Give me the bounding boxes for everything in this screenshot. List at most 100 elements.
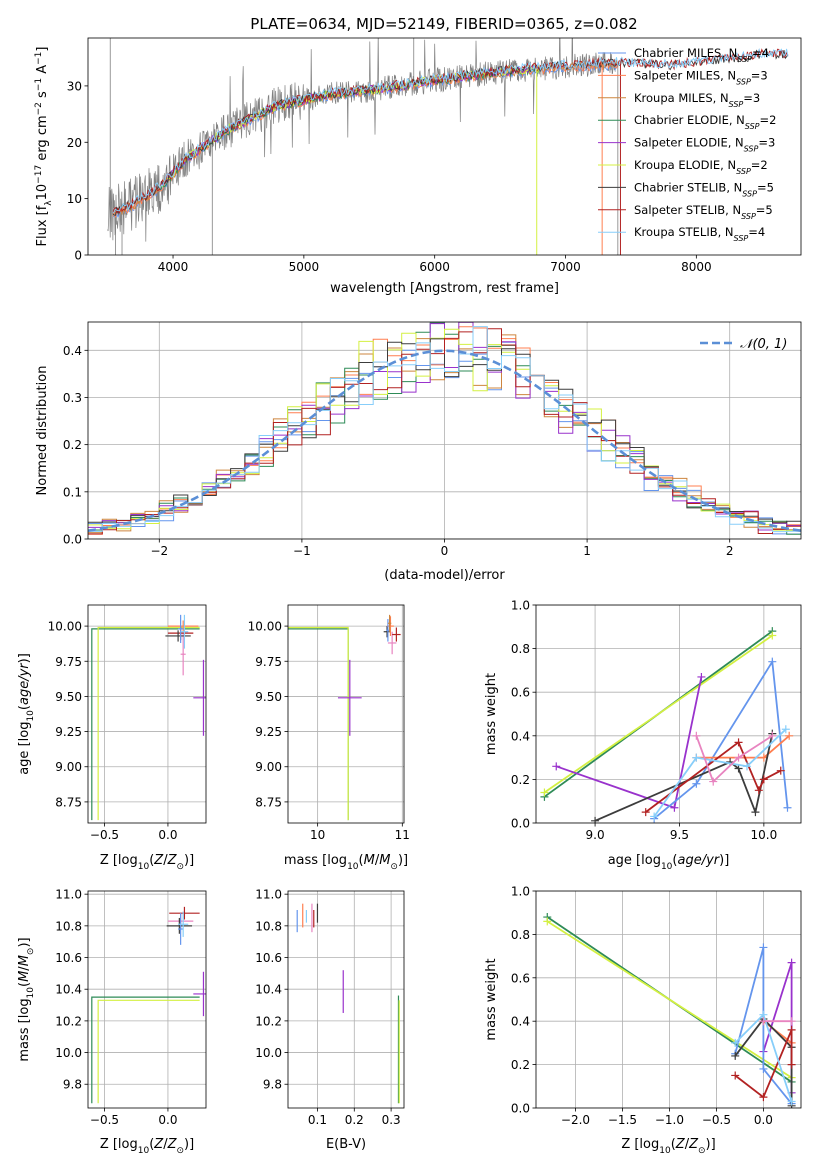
y-tick-label: 0.3	[63, 391, 82, 405]
axes-frame	[87, 37, 802, 256]
weight-marker	[759, 775, 768, 784]
x-tick-label: 0.1	[308, 1113, 327, 1127]
legend-name: Kroupa MILES, N	[634, 91, 729, 105]
x-tick-label: 7000	[550, 260, 581, 274]
weight-marker	[543, 917, 552, 926]
elodie-range	[91, 628, 200, 821]
label-part: /	[375, 853, 380, 868]
y-tick-label: 9.50	[55, 690, 82, 704]
legend-sub: SSP	[745, 122, 760, 131]
x-tick-label: −0.5	[90, 828, 119, 842]
x-tick-label: 1	[583, 544, 591, 558]
panel-massweight_vs_age: 9.0 9.5 10.0 0.0 0.2 0.4 0.6 0.8 1.0 age [log10(a…	[484, 599, 802, 872]
axes-frame	[87, 890, 207, 1109]
weight-marker	[776, 766, 785, 775]
weight-line-kroupa_stelib	[653, 728, 787, 818]
label-part: 10	[138, 862, 150, 872]
label-part: Z	[153, 1137, 164, 1152]
legend-label: Kroupa STELIB, NSSP=4	[634, 225, 765, 243]
x-tick-label: −1.0	[655, 1113, 684, 1127]
y-tick-label: 0.2	[63, 438, 82, 452]
y-tick-label: 1.0	[511, 599, 530, 613]
legend-label: Chabrier STELIB, NSSP=5	[634, 180, 774, 198]
label-part: Z	[688, 1137, 699, 1152]
model-spectrum-kroupa_stelib	[112, 47, 789, 214]
x-tick-label: 0.0	[158, 828, 177, 842]
legend-name: Kroupa ELODIE, N	[634, 158, 736, 172]
y-tick-label: 1.0	[511, 885, 530, 899]
weight-marker	[759, 1093, 768, 1102]
y-tick-label: 9.50	[255, 690, 282, 704]
label-part: ]	[35, 47, 50, 52]
x-axis-label: E(B-V)	[326, 1137, 366, 1152]
label-part: age/yr	[17, 662, 32, 705]
label-part: )]	[706, 1137, 716, 1152]
x-axis-label: age [log10(age/yr)]	[608, 853, 730, 872]
x-axis-label: mass [log10(M/M⊙)]	[284, 853, 408, 872]
legend-name: Chabrier STELIB, N	[634, 180, 742, 194]
normal-curve	[88, 349, 801, 532]
y-tick-label: 0.4	[511, 729, 530, 743]
axes-frame	[87, 604, 207, 824]
label-part: Z	[153, 853, 164, 868]
axes-frame	[287, 890, 405, 1109]
y-tick-label: 9.75	[55, 655, 82, 669]
label-part: 10	[138, 1146, 150, 1156]
label-part: age [log	[17, 722, 32, 775]
y-tick-label: 20	[67, 136, 82, 150]
legend-count: =3	[758, 136, 775, 150]
legend-count: =2	[760, 113, 777, 127]
label-part: 10	[35, 184, 50, 201]
model-spectrum-salpeter_miles	[112, 59, 619, 218]
y-tick-label: 0.2	[511, 1058, 530, 1072]
legend-sub: SSP	[736, 167, 751, 176]
y-tick-label: 30	[67, 79, 82, 93]
y-tick-label: 10	[67, 192, 82, 206]
legend-name: Chabrier MILES, N	[634, 46, 737, 60]
weight-line-chabrier_miles	[653, 658, 789, 820]
weight-marker	[751, 808, 760, 817]
y-tick-label: 0.0	[511, 817, 530, 831]
weight-marker	[787, 1097, 796, 1106]
weight-marker	[787, 1017, 796, 1026]
label-part: ⊙	[26, 948, 36, 956]
x-tick-label: 4000	[158, 260, 189, 274]
y-tick-label: 0.0	[63, 533, 82, 547]
label-part: −1	[34, 52, 44, 65]
label-part: ⊙	[176, 862, 184, 872]
elodie-range	[97, 626, 200, 821]
weight-line-pink	[695, 735, 773, 784]
label-part: Z	[675, 1137, 686, 1152]
panel-mass_vs_Z: −0.5 0.0 9.8 10.0 10.2 10.4 10.6 10.8 11.0 Z [log…	[17, 888, 207, 1156]
axes-frame	[287, 604, 405, 824]
label-part: ⊙	[698, 1146, 706, 1156]
x-tick-label: 2	[726, 544, 734, 558]
x-tick-label: −1	[293, 544, 311, 558]
x-tick-label: −2	[150, 544, 168, 558]
y-tick-label: 0.4	[511, 1015, 530, 1029]
legend-sub: SSP	[729, 99, 744, 108]
weight-marker	[781, 725, 790, 734]
y-tick-label: 10.6	[55, 951, 82, 965]
observed-spectrum	[107, 38, 616, 242]
y-tick-label: 0.8	[511, 928, 530, 942]
model-spectrum-kroupa_miles	[112, 59, 619, 217]
label-part: 10	[26, 987, 36, 999]
weight-marker	[759, 1017, 768, 1026]
hist-chabrier_stelib	[88, 338, 801, 524]
label-part: (	[149, 853, 154, 868]
weight-marker	[552, 762, 561, 771]
weight-line-kroupa_elodie	[546, 920, 793, 1079]
y-tick-label: 10.2	[255, 1014, 282, 1028]
weight-marker	[734, 738, 743, 747]
weight-line-chabrier_miles	[734, 947, 793, 1105]
label-part: Z [log	[621, 1137, 659, 1152]
x-tick-label: 9.5	[670, 828, 689, 842]
x-tick-label: −0.5	[90, 1113, 119, 1127]
legend-sub: SSP	[742, 189, 757, 198]
y-tick-label: 9.75	[255, 655, 282, 669]
weight-marker	[787, 1060, 796, 1069]
x-tick-label: 10.0	[751, 828, 778, 842]
panel-residual_histogram: −2 −1 0 1 2 0.0 0.1 0.2 0.3 0.4 𝒩(0, 1) (data-model…	[35, 321, 802, 583]
label-part: M	[379, 853, 390, 868]
